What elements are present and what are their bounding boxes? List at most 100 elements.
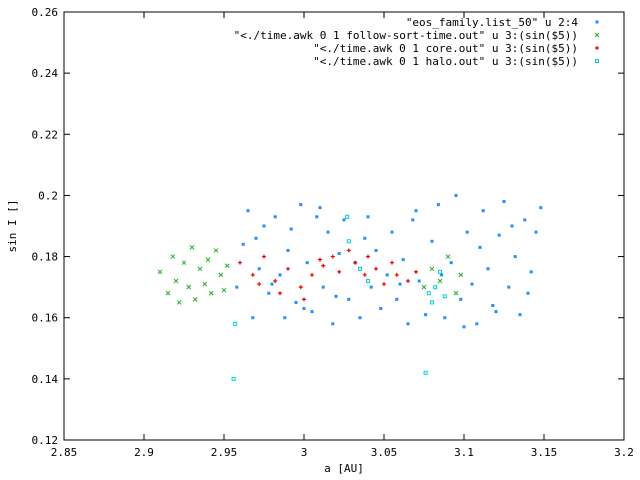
data-point (491, 303, 495, 307)
data-point (475, 322, 479, 326)
legend-entry-label: "<./time.awk 0 1 halo.out" u 3:(sin($5)) (313, 55, 578, 68)
data-point (481, 209, 485, 213)
data-point (186, 284, 192, 290)
data-point (462, 325, 466, 329)
data-point (398, 282, 402, 286)
data-point (157, 269, 163, 275)
data-point (513, 255, 517, 259)
data-point (366, 279, 370, 284)
data-point (539, 206, 543, 210)
data-point (337, 269, 342, 274)
data-point (231, 376, 236, 381)
data-point (270, 282, 274, 286)
x-tick-label: 3.2 (614, 446, 634, 459)
y-tick-label: 0.26 (32, 6, 59, 19)
data-point (233, 321, 238, 326)
data-point (465, 230, 469, 234)
legend-marker (595, 46, 599, 50)
legend: "eos_family.list_50" u 2:4"<./time.awk 0… (234, 16, 600, 68)
data-point (305, 261, 309, 265)
data-point (395, 297, 399, 301)
data-point (254, 236, 258, 240)
data-point (358, 266, 362, 271)
data-point (502, 200, 506, 204)
data-point (250, 272, 255, 277)
data-point (526, 291, 530, 295)
data-points (157, 193, 543, 381)
data-point (445, 254, 451, 259)
legend-marker (595, 20, 599, 24)
data-point (286, 248, 290, 252)
data-point (478, 245, 482, 249)
x-tick-label: 3.05 (371, 446, 398, 459)
data-point (470, 282, 474, 286)
data-point (362, 272, 367, 277)
y-tick-label: 0.22 (32, 128, 59, 141)
data-point (278, 291, 282, 296)
data-point (181, 260, 187, 266)
data-point (421, 284, 427, 290)
data-point (366, 254, 370, 259)
data-point (374, 266, 378, 271)
data-point (345, 214, 350, 219)
series-2 (238, 248, 418, 302)
data-point (262, 224, 266, 228)
data-point (346, 239, 351, 244)
data-point (346, 248, 351, 253)
data-point (235, 285, 239, 289)
y-tick-label: 0.14 (32, 373, 59, 386)
data-point (507, 285, 511, 289)
data-point (298, 285, 303, 290)
y-axis-ticks: 0.12 0.14 0.16 0.18 0.2 0.22 0.24 0.26 (32, 6, 624, 447)
legend-entry-label: "<./time.awk 0 1 follow-sort-time.out" u… (234, 29, 578, 42)
data-point (518, 313, 522, 317)
data-point (459, 297, 463, 301)
data-point (326, 230, 330, 234)
data-point (494, 310, 498, 314)
data-point (385, 273, 389, 277)
data-point (267, 291, 271, 295)
data-point (358, 316, 362, 320)
y-tick-label: 0.24 (32, 67, 59, 80)
data-point (251, 316, 255, 320)
legend-entry-label: "<./time.awk 0 1 core.out" u 3:(sin($5)) (313, 42, 578, 55)
data-point (318, 257, 322, 262)
data-point (302, 307, 306, 311)
data-point (294, 300, 298, 304)
data-point (197, 266, 203, 272)
data-point (382, 282, 386, 287)
data-point (173, 278, 179, 284)
data-point (458, 272, 464, 278)
data-point (430, 239, 434, 243)
plot-frame (63, 11, 625, 441)
x-tick-label: 3.1 (454, 446, 474, 459)
data-point (176, 300, 182, 305)
data-point (278, 273, 282, 277)
data-point (390, 260, 394, 265)
data-point (523, 218, 527, 222)
x-tick-label: 3.15 (531, 446, 558, 459)
data-point (424, 313, 428, 317)
data-point (534, 230, 538, 234)
data-point (283, 316, 287, 320)
x-tick-label: 3 (301, 446, 308, 459)
y-tick-label: 0.2 (38, 189, 58, 202)
data-point (433, 285, 438, 290)
data-point (321, 285, 325, 289)
data-point (414, 269, 418, 274)
y-axis-label: sin I [] (6, 200, 19, 253)
data-point (318, 206, 322, 210)
data-point (257, 282, 262, 287)
data-point (497, 233, 501, 237)
data-point (406, 279, 410, 284)
data-point (330, 254, 335, 259)
data-point (321, 263, 326, 268)
data-point (426, 291, 431, 296)
data-point (390, 230, 394, 234)
data-point (202, 281, 208, 287)
data-point (394, 272, 399, 277)
data-point (453, 290, 459, 296)
data-point (189, 245, 195, 250)
data-point (302, 297, 306, 302)
